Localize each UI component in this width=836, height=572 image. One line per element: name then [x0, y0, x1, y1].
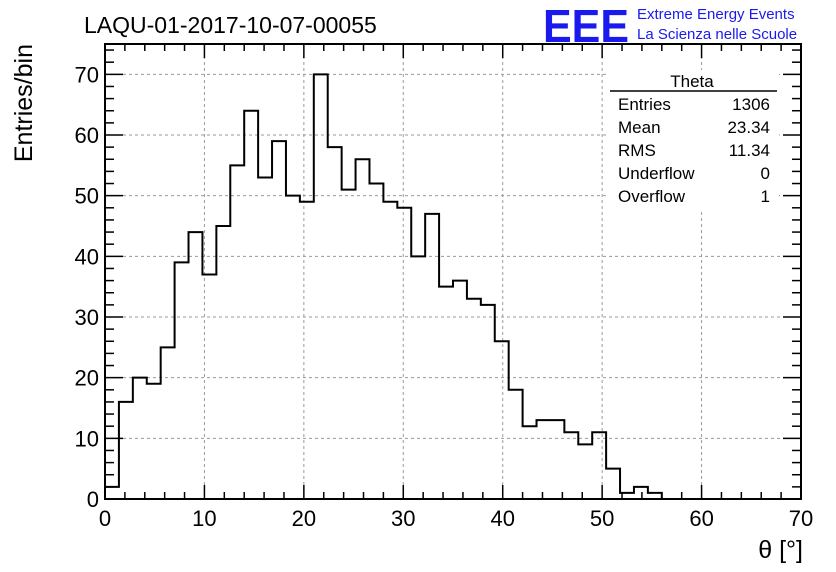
logo-mark: EEE — [543, 0, 629, 52]
y-tick-label: 50 — [75, 184, 99, 209]
x-tick-label: 50 — [590, 506, 614, 531]
plot-frame — [104, 43, 802, 500]
x-tick-label: 0 — [99, 506, 111, 531]
x-tick-label: 60 — [689, 506, 713, 531]
logo-line-2: La Scienza nelle Scuole — [637, 26, 797, 43]
stats-rows: Entries 1306 Mean 23.34 RMS 11.34 Underflow 0 Ov… — [618, 95, 770, 206]
stats-value: 11.34 — [729, 141, 770, 160]
axis-ticks — [104, 44, 802, 500]
run-title: LAQU-01-2017-10-07-00055 — [84, 12, 377, 38]
stats-value: 1306 — [732, 95, 770, 114]
x-tick-label: 70 — [789, 506, 813, 531]
stats-value: 1 — [761, 187, 770, 206]
stats-box-background — [609, 70, 779, 210]
y-tick-label: 10 — [75, 426, 99, 451]
y-tick-label: 30 — [75, 305, 99, 330]
logo-line-1: Extreme Energy Events — [637, 6, 795, 23]
y-tick-label: 70 — [75, 62, 99, 87]
stats-label: Underflow — [618, 164, 695, 183]
x-tick-label: 30 — [391, 506, 415, 531]
y-tick-label: 20 — [75, 366, 99, 391]
stats-label: Overflow — [618, 187, 686, 206]
y-tick-label: 60 — [75, 123, 99, 148]
y-tick-label: 0 — [87, 487, 99, 512]
x-tick-label: 20 — [292, 506, 316, 531]
y-axis-title: Entries/bin — [10, 44, 38, 162]
stats-box: Theta Entries 1306 Mean 23.34 RMS 11.34 Underf… — [609, 70, 779, 210]
stats-label: Entries — [618, 95, 671, 114]
x-tick-label: 40 — [490, 506, 514, 531]
y-tick-label: 40 — [75, 244, 99, 269]
stats-label: RMS — [618, 141, 656, 160]
eee-logo: EEE Extreme Energy Events La Scienza nel… — [543, 0, 797, 52]
histogram-step-line — [104, 73, 801, 500]
stats-value: 0 — [761, 164, 770, 183]
x-tick-label: 10 — [192, 506, 216, 531]
grid-lines — [105, 44, 801, 499]
stats-title: Theta — [670, 72, 714, 91]
stats-value: 23.34 — [727, 118, 770, 137]
x-axis-title: θ [°] — [758, 536, 803, 564]
stats-label: Mean — [618, 118, 661, 137]
